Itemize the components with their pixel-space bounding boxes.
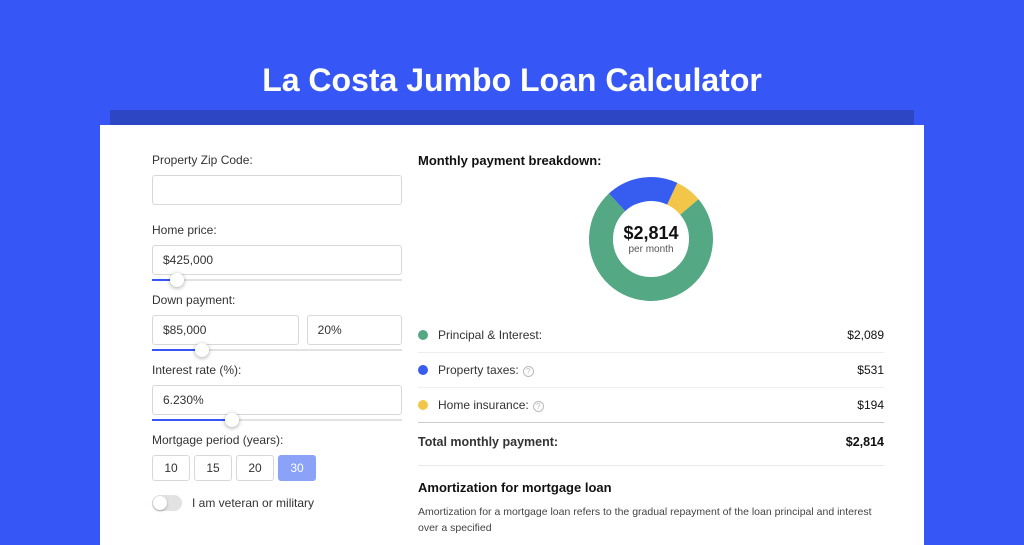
legend-dot [418,400,428,410]
donut-center: $2,814 per month [586,174,716,304]
input-column: Property Zip Code: Home price: Down paym… [152,153,402,545]
toggle-knob [153,496,167,510]
mortgage-period-field-wrap: Mortgage period (years): 10152030 [152,433,402,481]
legend-dot [418,330,428,340]
down-payment-slider[interactable] [152,349,402,351]
breakdown-column: Monthly payment breakdown: $2,814 per mo… [418,153,884,545]
home-price-slider[interactable] [152,279,402,281]
mortgage-period-label: Mortgage period (years): [152,433,402,447]
legend-row: Home insurance:?$194 [418,388,884,423]
down-payment-input[interactable] [152,315,299,345]
down-payment-pct-input[interactable] [307,315,402,345]
total-amount: $2,814 [846,435,884,449]
breakdown-header: Monthly payment breakdown: [418,153,884,168]
info-icon[interactable]: ? [533,401,544,412]
veteran-toggle[interactable] [152,495,182,511]
legend-row: Property taxes:?$531 [418,353,884,388]
zip-input[interactable] [152,175,402,205]
period-button-10[interactable]: 10 [152,455,190,481]
interest-field-wrap: Interest rate (%): [152,363,402,415]
legend-amount: $194 [857,398,884,412]
down-payment-slider-thumb[interactable] [195,343,209,357]
legend-amount: $2,089 [847,328,884,342]
interest-slider-fill [152,419,232,421]
period-button-20[interactable]: 20 [236,455,274,481]
down-payment-label: Down payment: [152,293,402,307]
donut-sub: per month [628,244,673,255]
zip-field-wrap: Property Zip Code: [152,153,402,205]
interest-label: Interest rate (%): [152,363,402,377]
legend-dot [418,365,428,375]
legend-amount: $531 [857,363,884,377]
legend-label: Principal & Interest: [438,328,847,342]
veteran-toggle-row: I am veteran or military [152,495,402,511]
veteran-label: I am veteran or military [192,496,314,510]
home-price-input[interactable] [152,245,402,275]
total-row: Total monthly payment: $2,814 [418,423,884,465]
interest-input[interactable] [152,385,402,415]
home-price-slider-thumb[interactable] [170,273,184,287]
total-label: Total monthly payment: [418,435,846,449]
amortization-section: Amortization for mortgage loan Amortizat… [418,465,884,537]
down-payment-field-wrap: Down payment: [152,293,402,345]
interest-slider-thumb[interactable] [225,413,239,427]
period-button-30[interactable]: 30 [278,455,316,481]
mortgage-period-options: 10152030 [152,455,402,481]
legend-label: Property taxes:? [438,363,857,377]
donut-chart-zone: $2,814 per month [418,174,884,304]
calculator-panel: Property Zip Code: Home price: Down paym… [100,125,924,545]
legend-row: Principal & Interest:$2,089 [418,318,884,353]
info-icon[interactable]: ? [523,366,534,377]
amortization-text: Amortization for a mortgage loan refers … [418,505,884,537]
zip-label: Property Zip Code: [152,153,402,167]
donut-amount: $2,814 [623,223,678,244]
home-price-label: Home price: [152,223,402,237]
legend-label: Home insurance:? [438,398,857,412]
period-button-15[interactable]: 15 [194,455,232,481]
donut-chart: $2,814 per month [586,174,716,304]
amortization-title: Amortization for mortgage loan [418,480,884,495]
interest-slider[interactable] [152,419,402,421]
home-price-field-wrap: Home price: [152,223,402,275]
page-title: La Costa Jumbo Loan Calculator [0,0,1024,123]
